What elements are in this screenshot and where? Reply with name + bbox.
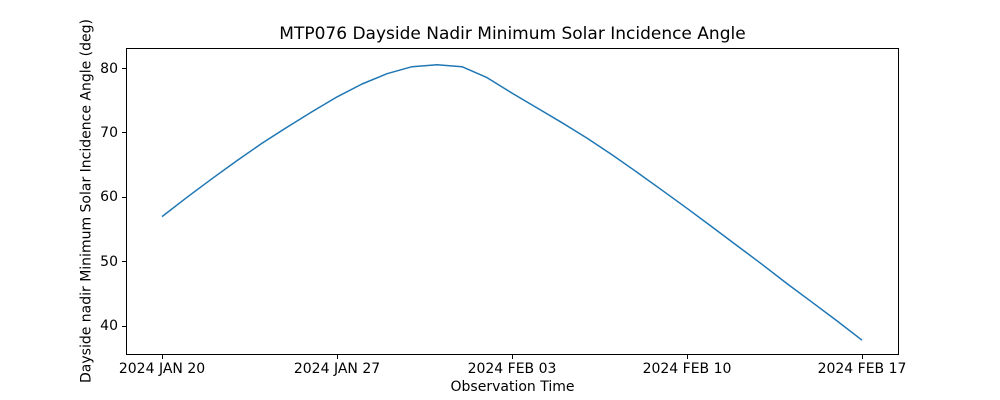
line-chart-svg	[161, 63, 863, 341]
x-tick-mark	[511, 355, 513, 359]
x-tick-mark	[336, 355, 338, 359]
y-tick-mark	[122, 196, 126, 198]
x-tick-mark	[861, 355, 863, 359]
y-tick-label: 80	[100, 60, 118, 77]
x-tick-mark	[161, 355, 163, 359]
y-tick-mark	[122, 68, 126, 70]
plot-area	[126, 48, 899, 355]
y-tick-label: 60	[100, 189, 118, 206]
x-tick-label: 2024 JAN 27	[293, 361, 381, 377]
y-tick-mark	[122, 325, 126, 327]
y-tick-mark	[122, 261, 126, 263]
x-tick-label: 2024 FEB 03	[467, 361, 557, 377]
data-series-line	[161, 63, 863, 341]
x-tick-label: 2024 JAN 20	[118, 361, 206, 377]
y-tick-label: 50	[100, 253, 118, 270]
x-tick-label: 2024 FEB 17	[817, 361, 907, 377]
chart-title: MTP076 Dayside Nadir Minimum Solar Incid…	[279, 24, 746, 44]
x-tick-mark	[686, 355, 688, 359]
x-tick-label: 2024 FEB 10	[642, 361, 732, 377]
x-axis-label: Observation Time	[450, 379, 575, 395]
y-tick-label: 70	[100, 124, 118, 141]
y-tick-label: 40	[100, 318, 118, 335]
y-tick-mark	[122, 132, 126, 134]
